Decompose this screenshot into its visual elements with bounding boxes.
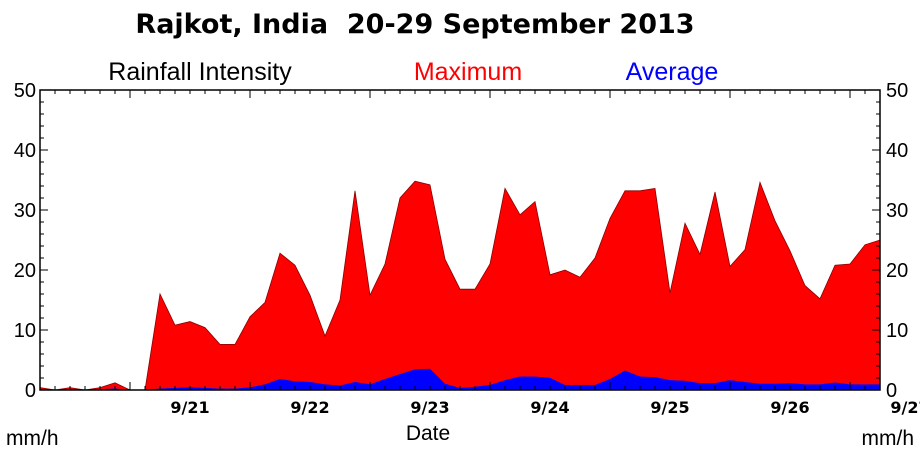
area-series-maximum [39,180,881,391]
y-tick-label-right: 0 [886,380,897,402]
y-axis-label-left: mm/h [6,427,59,450]
x-tick-label: 9/21 [170,398,209,417]
y-tick-label-left: 50 [14,80,36,102]
plot-area [39,180,881,391]
chart-title: Rajkot, India 20-29 September 2013 [135,9,694,40]
y-tick-label-left: 0 [25,380,36,402]
x-tick-label: 9/24 [530,398,569,417]
x-tick-label: 9/26 [770,398,809,417]
y-tick-label-right: 40 [886,140,908,162]
x-tick-label: 9/25 [650,398,689,417]
legend-entry-maximum: Maximum [414,58,522,86]
y-tick-label-left: 20 [14,260,36,282]
legend-title: Rainfall Intensity [108,58,292,86]
area-series-average [39,368,881,391]
x-tick-label: 9/22 [290,398,329,417]
y-tick-label-left: 30 [14,200,36,222]
y-axis-label-right: mm/h [862,427,915,450]
y-tick-label-left: 40 [14,140,36,162]
legend-entry-average: Average [626,58,719,86]
y-tick-label-right: 20 [886,260,908,282]
x-tick-label: 9/23 [410,398,449,417]
y-tick-label-right: 30 [886,200,908,222]
x-tick-label: 9/27 [890,398,920,417]
axes: 0 10 20 30 40 50 0 10 20 30 40 50 9/21 9/22 9/23 9/24 9/… [14,80,920,417]
y-tick-label-right: 50 [886,80,908,102]
y-tick-label-left: 10 [14,320,36,342]
y-tick-label-right: 10 [886,320,908,342]
x-axis-label: Date [406,422,450,445]
